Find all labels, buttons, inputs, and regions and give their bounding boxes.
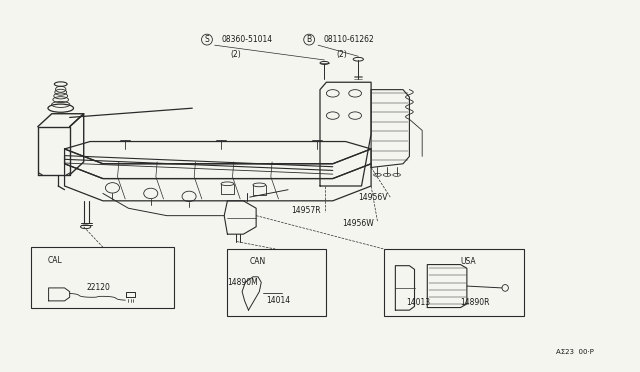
Text: 08110-61262: 08110-61262 — [323, 35, 374, 44]
Text: 14013: 14013 — [406, 298, 430, 307]
Bar — [227, 249, 326, 317]
Bar — [31, 247, 174, 308]
Text: 14890R: 14890R — [461, 298, 490, 307]
Text: 14890M: 14890M — [227, 278, 258, 287]
Text: (2): (2) — [230, 50, 241, 59]
Bar — [384, 249, 524, 317]
Text: 14014: 14014 — [266, 296, 290, 305]
Text: 14957R: 14957R — [291, 206, 321, 215]
Text: AΣ23  00·P: AΣ23 00·P — [556, 349, 594, 355]
Text: 14956W: 14956W — [342, 219, 374, 228]
Text: USA: USA — [461, 257, 476, 266]
Text: (2): (2) — [336, 50, 347, 59]
Text: 14956V: 14956V — [358, 193, 388, 202]
Text: 08360-51014: 08360-51014 — [221, 35, 272, 44]
Text: 22120: 22120 — [87, 283, 111, 292]
Text: B: B — [307, 35, 312, 44]
Text: S: S — [205, 35, 209, 44]
Text: CAL: CAL — [47, 256, 62, 264]
Text: CAN: CAN — [250, 257, 266, 266]
